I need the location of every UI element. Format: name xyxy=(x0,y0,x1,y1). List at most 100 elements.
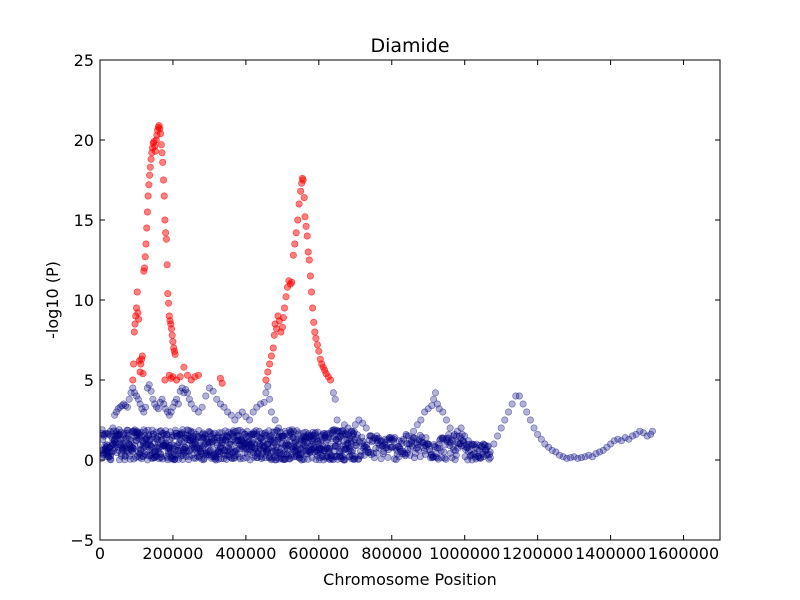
background-point xyxy=(125,395,133,403)
significant-point xyxy=(326,376,334,384)
background-point xyxy=(512,392,520,400)
background-point xyxy=(348,427,356,435)
significant-point xyxy=(279,314,287,322)
background-point xyxy=(428,402,436,410)
background-point xyxy=(450,432,458,440)
y-tick-label: 0 xyxy=(84,451,94,470)
background-point xyxy=(555,451,563,459)
baseline-point xyxy=(451,456,459,464)
background-point xyxy=(486,448,494,456)
background-point xyxy=(249,408,257,416)
background-point xyxy=(107,432,115,440)
background-point xyxy=(213,395,221,403)
y-tick-label: 10 xyxy=(74,291,94,310)
background-point xyxy=(501,416,509,424)
background-point xyxy=(293,435,301,443)
baseline-point xyxy=(212,456,220,464)
significant-point xyxy=(162,229,170,237)
background-point xyxy=(431,389,439,397)
background-point xyxy=(174,400,182,408)
significant-point xyxy=(164,290,172,298)
significant-point xyxy=(138,352,146,360)
background-point xyxy=(504,408,512,416)
background-point xyxy=(209,387,217,395)
background-point xyxy=(475,446,483,454)
significant-point xyxy=(141,253,149,261)
background-point xyxy=(530,424,538,432)
background-point xyxy=(559,453,567,461)
significant-point xyxy=(313,341,321,349)
x-tick-label: 0 xyxy=(95,544,105,563)
background-point xyxy=(413,421,421,429)
significant-point xyxy=(312,334,320,342)
background-point xyxy=(410,427,418,435)
background-point xyxy=(260,398,268,406)
y-tick-label: −5 xyxy=(70,531,94,550)
background-point xyxy=(643,432,651,440)
significant-point xyxy=(142,240,150,248)
significant-point xyxy=(146,171,154,179)
baseline-point xyxy=(295,429,303,437)
significant-point xyxy=(302,222,310,230)
baseline-point xyxy=(392,456,400,464)
significant-point xyxy=(157,130,165,138)
background-point xyxy=(508,400,516,408)
background-point xyxy=(526,416,534,424)
significant-point xyxy=(159,158,167,166)
baseline-point xyxy=(357,452,365,460)
baseline-point xyxy=(227,440,235,448)
background-point xyxy=(548,446,556,454)
baseline-point xyxy=(486,454,494,462)
background-point xyxy=(322,437,330,445)
baseline-point xyxy=(325,433,333,441)
x-tick-label: 1600000 xyxy=(648,544,719,563)
background-point xyxy=(333,416,341,424)
baseline-point xyxy=(304,455,312,463)
baseline-point xyxy=(339,437,347,445)
baseline-point xyxy=(116,456,124,464)
significant-point xyxy=(129,376,137,384)
x-axis-ticks: 0 200000 400000 600000 800000 1000000 1200000 1… xyxy=(95,60,719,563)
x-tick-label: 600000 xyxy=(288,544,349,563)
significant-point xyxy=(145,181,153,189)
background-point xyxy=(366,432,374,440)
background-point xyxy=(359,419,367,427)
background-point xyxy=(417,416,425,424)
significant-point xyxy=(180,363,188,371)
background-point xyxy=(123,403,131,411)
significant-point xyxy=(305,256,313,264)
background-point xyxy=(238,408,246,416)
significant-point xyxy=(307,288,315,296)
baseline-point xyxy=(308,454,316,462)
background-point xyxy=(515,392,523,400)
background-point xyxy=(373,437,381,445)
background-point xyxy=(202,392,210,400)
significant-point xyxy=(168,331,176,339)
background-point xyxy=(461,432,469,440)
significant-point xyxy=(184,371,192,379)
baseline-point xyxy=(440,448,448,456)
data-points-layer xyxy=(100,122,656,464)
background-point xyxy=(329,389,337,397)
significant-point xyxy=(291,240,299,248)
x-tick-label: 200000 xyxy=(142,544,203,563)
background-point xyxy=(362,424,370,432)
significant-point xyxy=(171,350,179,358)
significant-point xyxy=(130,328,138,336)
baseline-point xyxy=(441,454,449,462)
background-point xyxy=(402,432,410,440)
background-point xyxy=(648,427,656,435)
significant-point xyxy=(151,147,159,155)
significant-point xyxy=(218,379,226,387)
background-point xyxy=(592,450,600,458)
significant-point xyxy=(300,194,308,202)
baseline-point xyxy=(163,430,171,438)
background-point xyxy=(103,453,111,461)
background-point xyxy=(395,437,403,445)
background-point xyxy=(220,403,228,411)
background-point xyxy=(307,437,315,445)
significant-point xyxy=(168,325,176,333)
y-axis-label: -log10 (P) xyxy=(43,261,62,339)
background-point xyxy=(109,424,117,432)
significant-point xyxy=(315,347,323,355)
